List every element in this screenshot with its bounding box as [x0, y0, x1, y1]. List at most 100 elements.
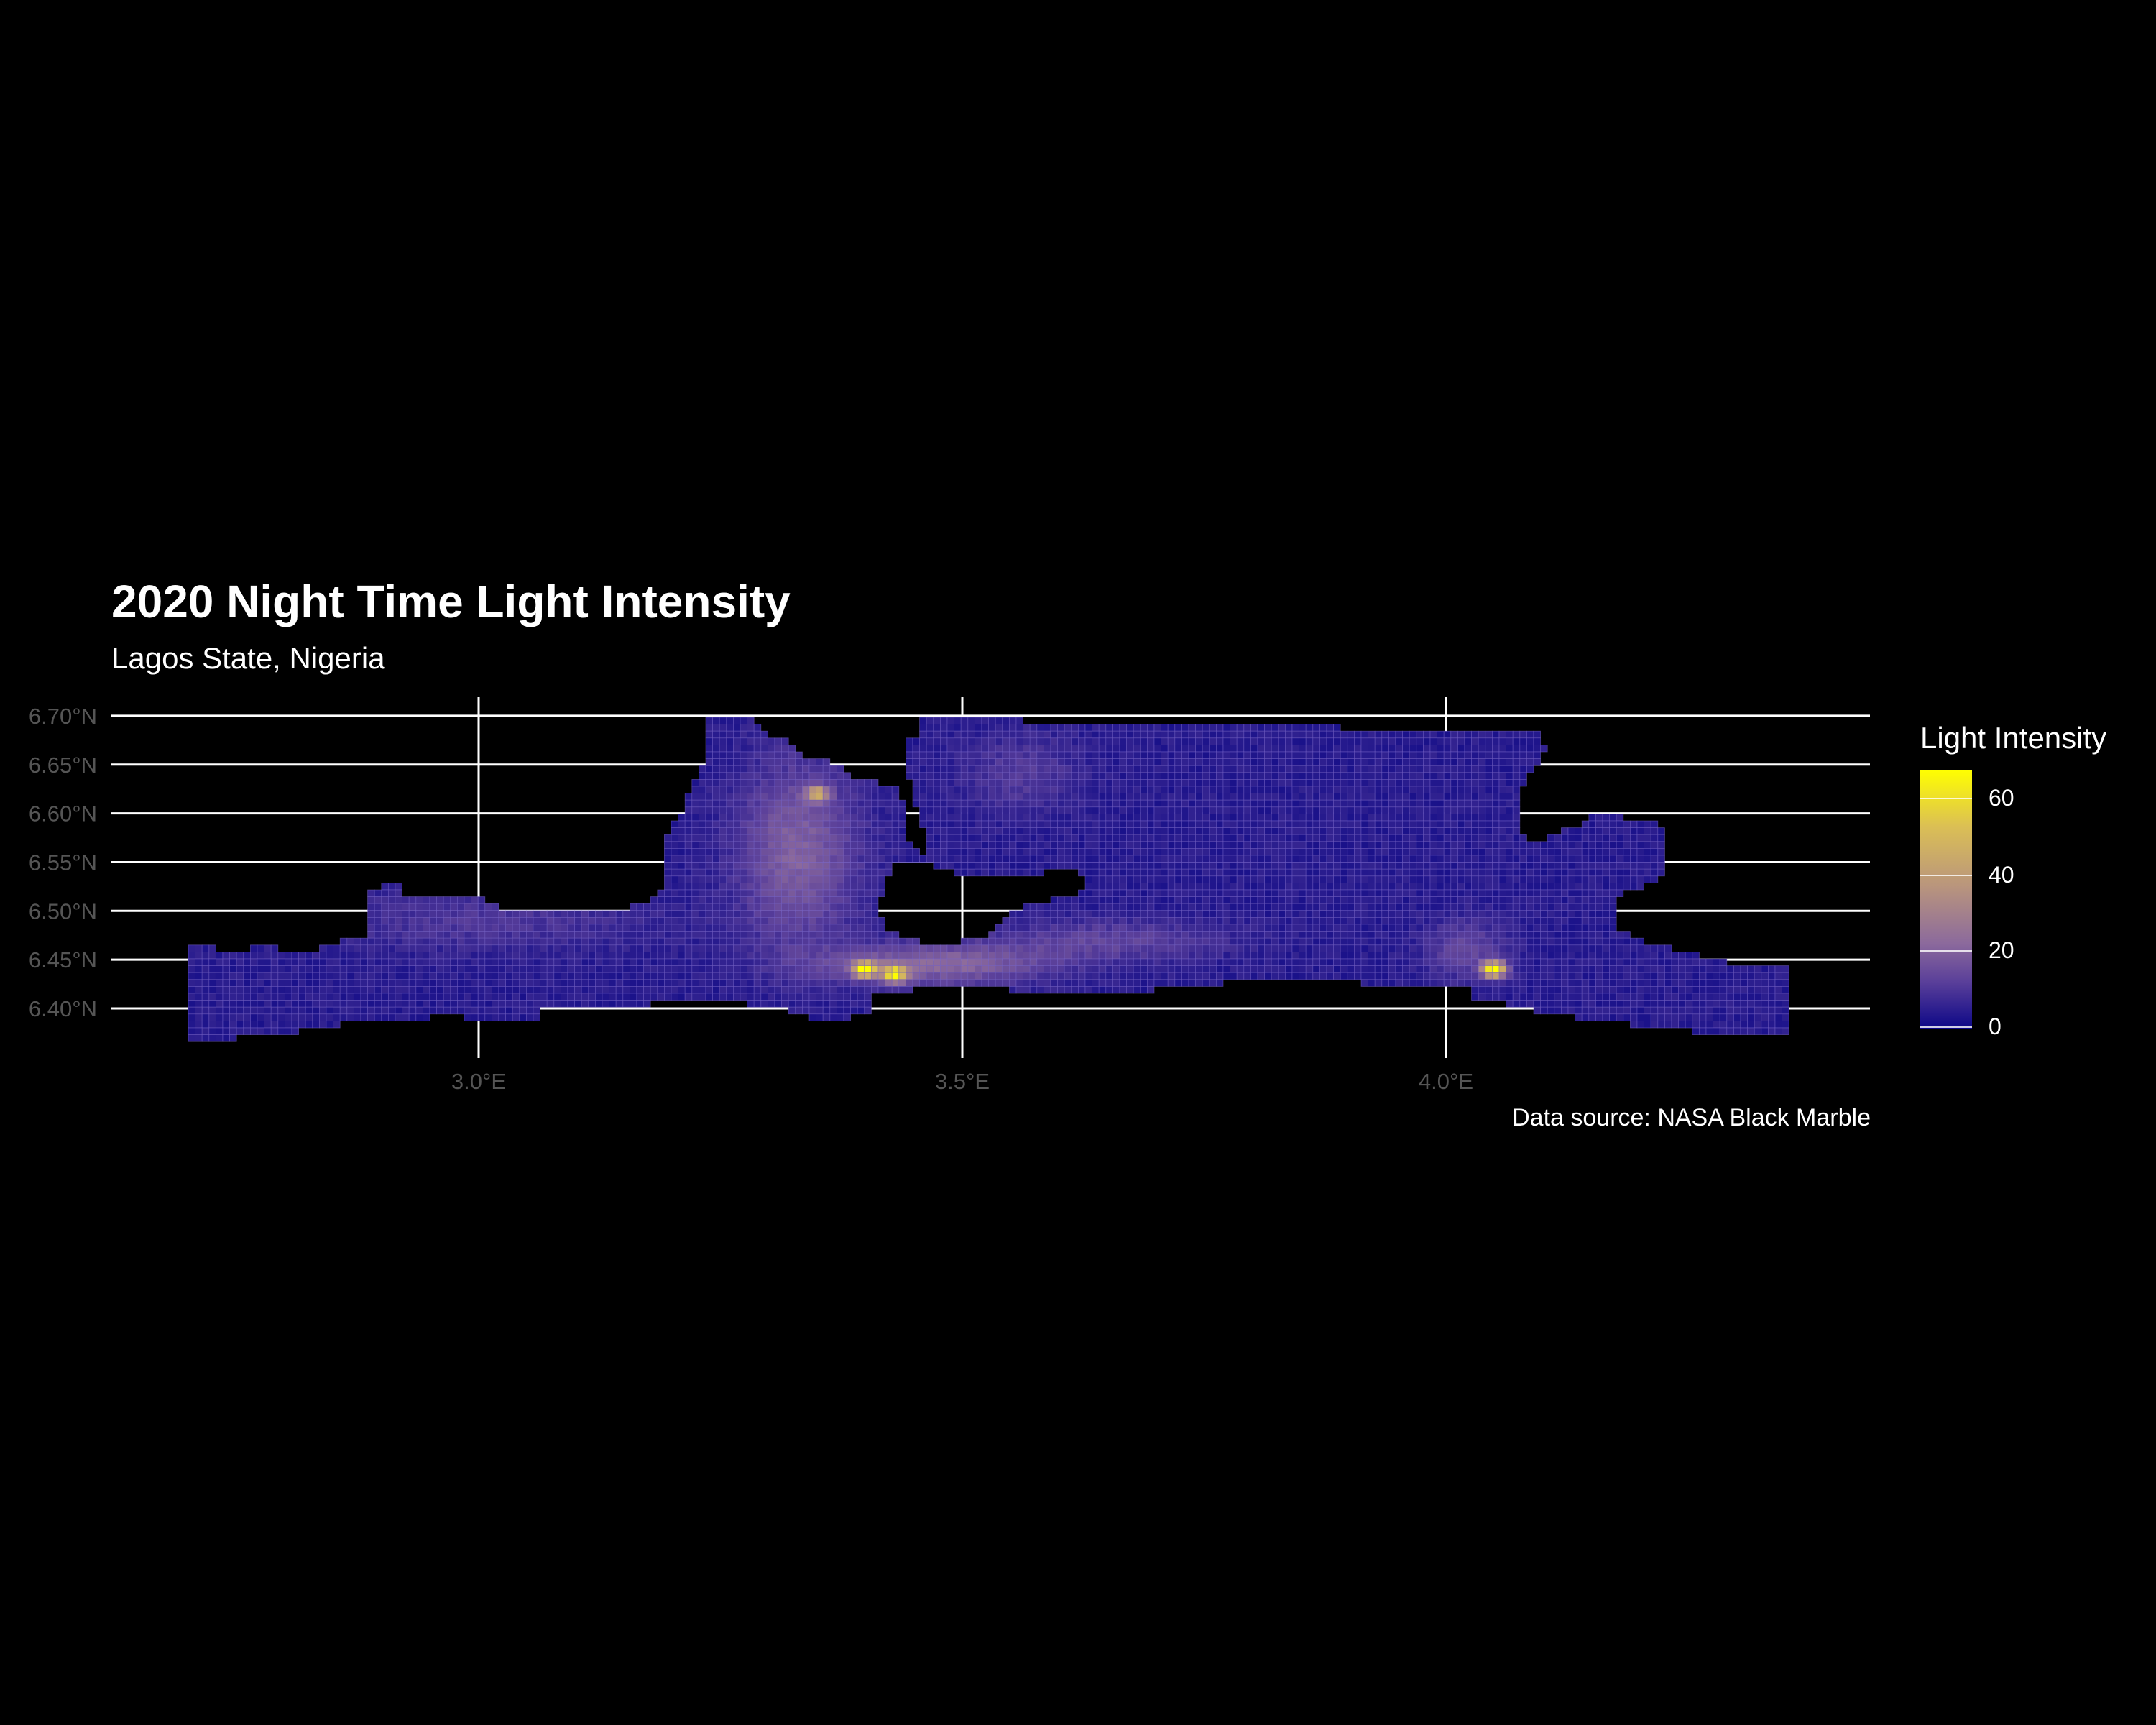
- light-cell: [1271, 772, 1279, 780]
- light-cell: [1023, 841, 1031, 849]
- light-cell: [1581, 841, 1590, 849]
- light-cell: [1368, 903, 1376, 911]
- light-cell: [1519, 883, 1527, 891]
- light-cell: [1250, 786, 1258, 794]
- light-cell: [1437, 765, 1445, 773]
- light-cell: [381, 889, 389, 898]
- light-cell: [774, 814, 783, 822]
- light-cell: [1126, 751, 1134, 760]
- light-cell: [1678, 952, 1686, 960]
- light-cell: [1036, 862, 1044, 870]
- light-cell: [1512, 820, 1521, 829]
- light-cell: [505, 958, 513, 967]
- light-cell: [1360, 875, 1369, 883]
- light-cell: [906, 772, 913, 780]
- light-cell: [1271, 896, 1279, 904]
- light-cell: [1595, 924, 1603, 932]
- light-cell: [1471, 855, 1479, 863]
- light-cell: [808, 779, 817, 787]
- light-cell: [1236, 841, 1245, 849]
- light-cell: [1195, 786, 1203, 794]
- light-cell: [740, 868, 748, 877]
- light-cell: [747, 745, 755, 753]
- light-cell: [843, 814, 852, 822]
- light-cell: [1416, 868, 1424, 877]
- light-cell: [1347, 868, 1355, 877]
- light-cell: [1340, 931, 1348, 939]
- light-cell: [1567, 917, 1576, 925]
- light-cell: [995, 772, 1003, 780]
- light-cell: [1381, 848, 1389, 856]
- light-cell: [1036, 765, 1044, 773]
- light-cell: [1285, 855, 1293, 863]
- light-cell: [719, 931, 727, 939]
- light-cell: [719, 848, 727, 856]
- light-cell: [622, 917, 630, 925]
- light-cell: [1015, 786, 1024, 794]
- light-cell: [1609, 834, 1617, 842]
- light-cell: [906, 751, 913, 760]
- light-cell: [1064, 765, 1072, 773]
- light-cell: [1381, 820, 1389, 829]
- light-cell: [795, 814, 803, 822]
- light-cell: [1443, 745, 1452, 753]
- light-cell: [760, 896, 768, 904]
- light-cell: [650, 958, 658, 967]
- light-cell: [1395, 758, 1404, 766]
- light-cell: [1457, 834, 1465, 842]
- light-cell: [933, 737, 941, 745]
- light-cell: [753, 737, 762, 745]
- light-cell: [1554, 883, 1562, 891]
- light-cell: [960, 937, 969, 946]
- light-cell: [1471, 952, 1479, 960]
- light-cell: [415, 937, 423, 946]
- light-cell: [691, 806, 699, 814]
- light-cell: [1423, 793, 1431, 801]
- light-cell: [1464, 868, 1473, 877]
- light-cell: [1457, 745, 1465, 753]
- light-cell: [1278, 952, 1286, 960]
- light-cell: [1554, 896, 1562, 904]
- light-cell: [505, 924, 513, 932]
- light-cell: [877, 937, 886, 946]
- light-cell: [1126, 883, 1134, 891]
- light-cell: [1437, 883, 1445, 891]
- light-cell: [1312, 779, 1320, 787]
- light-cell: [1368, 820, 1376, 829]
- light-cell: [1133, 944, 1141, 952]
- light-cell: [705, 944, 714, 952]
- light-cell: [795, 786, 803, 794]
- light-cell: [1119, 944, 1128, 952]
- light-cell: [940, 779, 948, 787]
- light-cell: [1291, 737, 1300, 745]
- light-cell: [1126, 786, 1134, 794]
- light-cell: [1153, 848, 1162, 856]
- light-cell: [1354, 944, 1362, 952]
- light-cell: [1450, 730, 1458, 739]
- light-cell: [733, 937, 741, 946]
- light-cell: [1526, 952, 1534, 960]
- light-cell: [960, 730, 969, 739]
- light-cell: [768, 896, 775, 904]
- light-cell: [1291, 937, 1300, 946]
- light-cell: [877, 917, 886, 925]
- light-cell: [705, 958, 714, 967]
- light-cell: [1354, 875, 1362, 883]
- light-cell: [1250, 910, 1258, 918]
- light-cell: [678, 820, 686, 829]
- light-cell: [1009, 910, 1017, 918]
- light-cell: [1416, 924, 1424, 932]
- light-cell: [1216, 751, 1224, 760]
- light-cell: [1498, 889, 1507, 898]
- light-cell: [1236, 827, 1245, 835]
- light-cell: [850, 799, 858, 808]
- light-cell: [1437, 910, 1445, 918]
- light-cell: [705, 717, 714, 725]
- light-cell: [1133, 883, 1141, 891]
- light-cell: [995, 841, 1003, 849]
- light-cell: [1188, 786, 1197, 794]
- light-cell: [1015, 814, 1024, 822]
- light-cell: [1498, 917, 1507, 925]
- light-cell: [1395, 841, 1404, 849]
- light-cell: [1491, 952, 1500, 960]
